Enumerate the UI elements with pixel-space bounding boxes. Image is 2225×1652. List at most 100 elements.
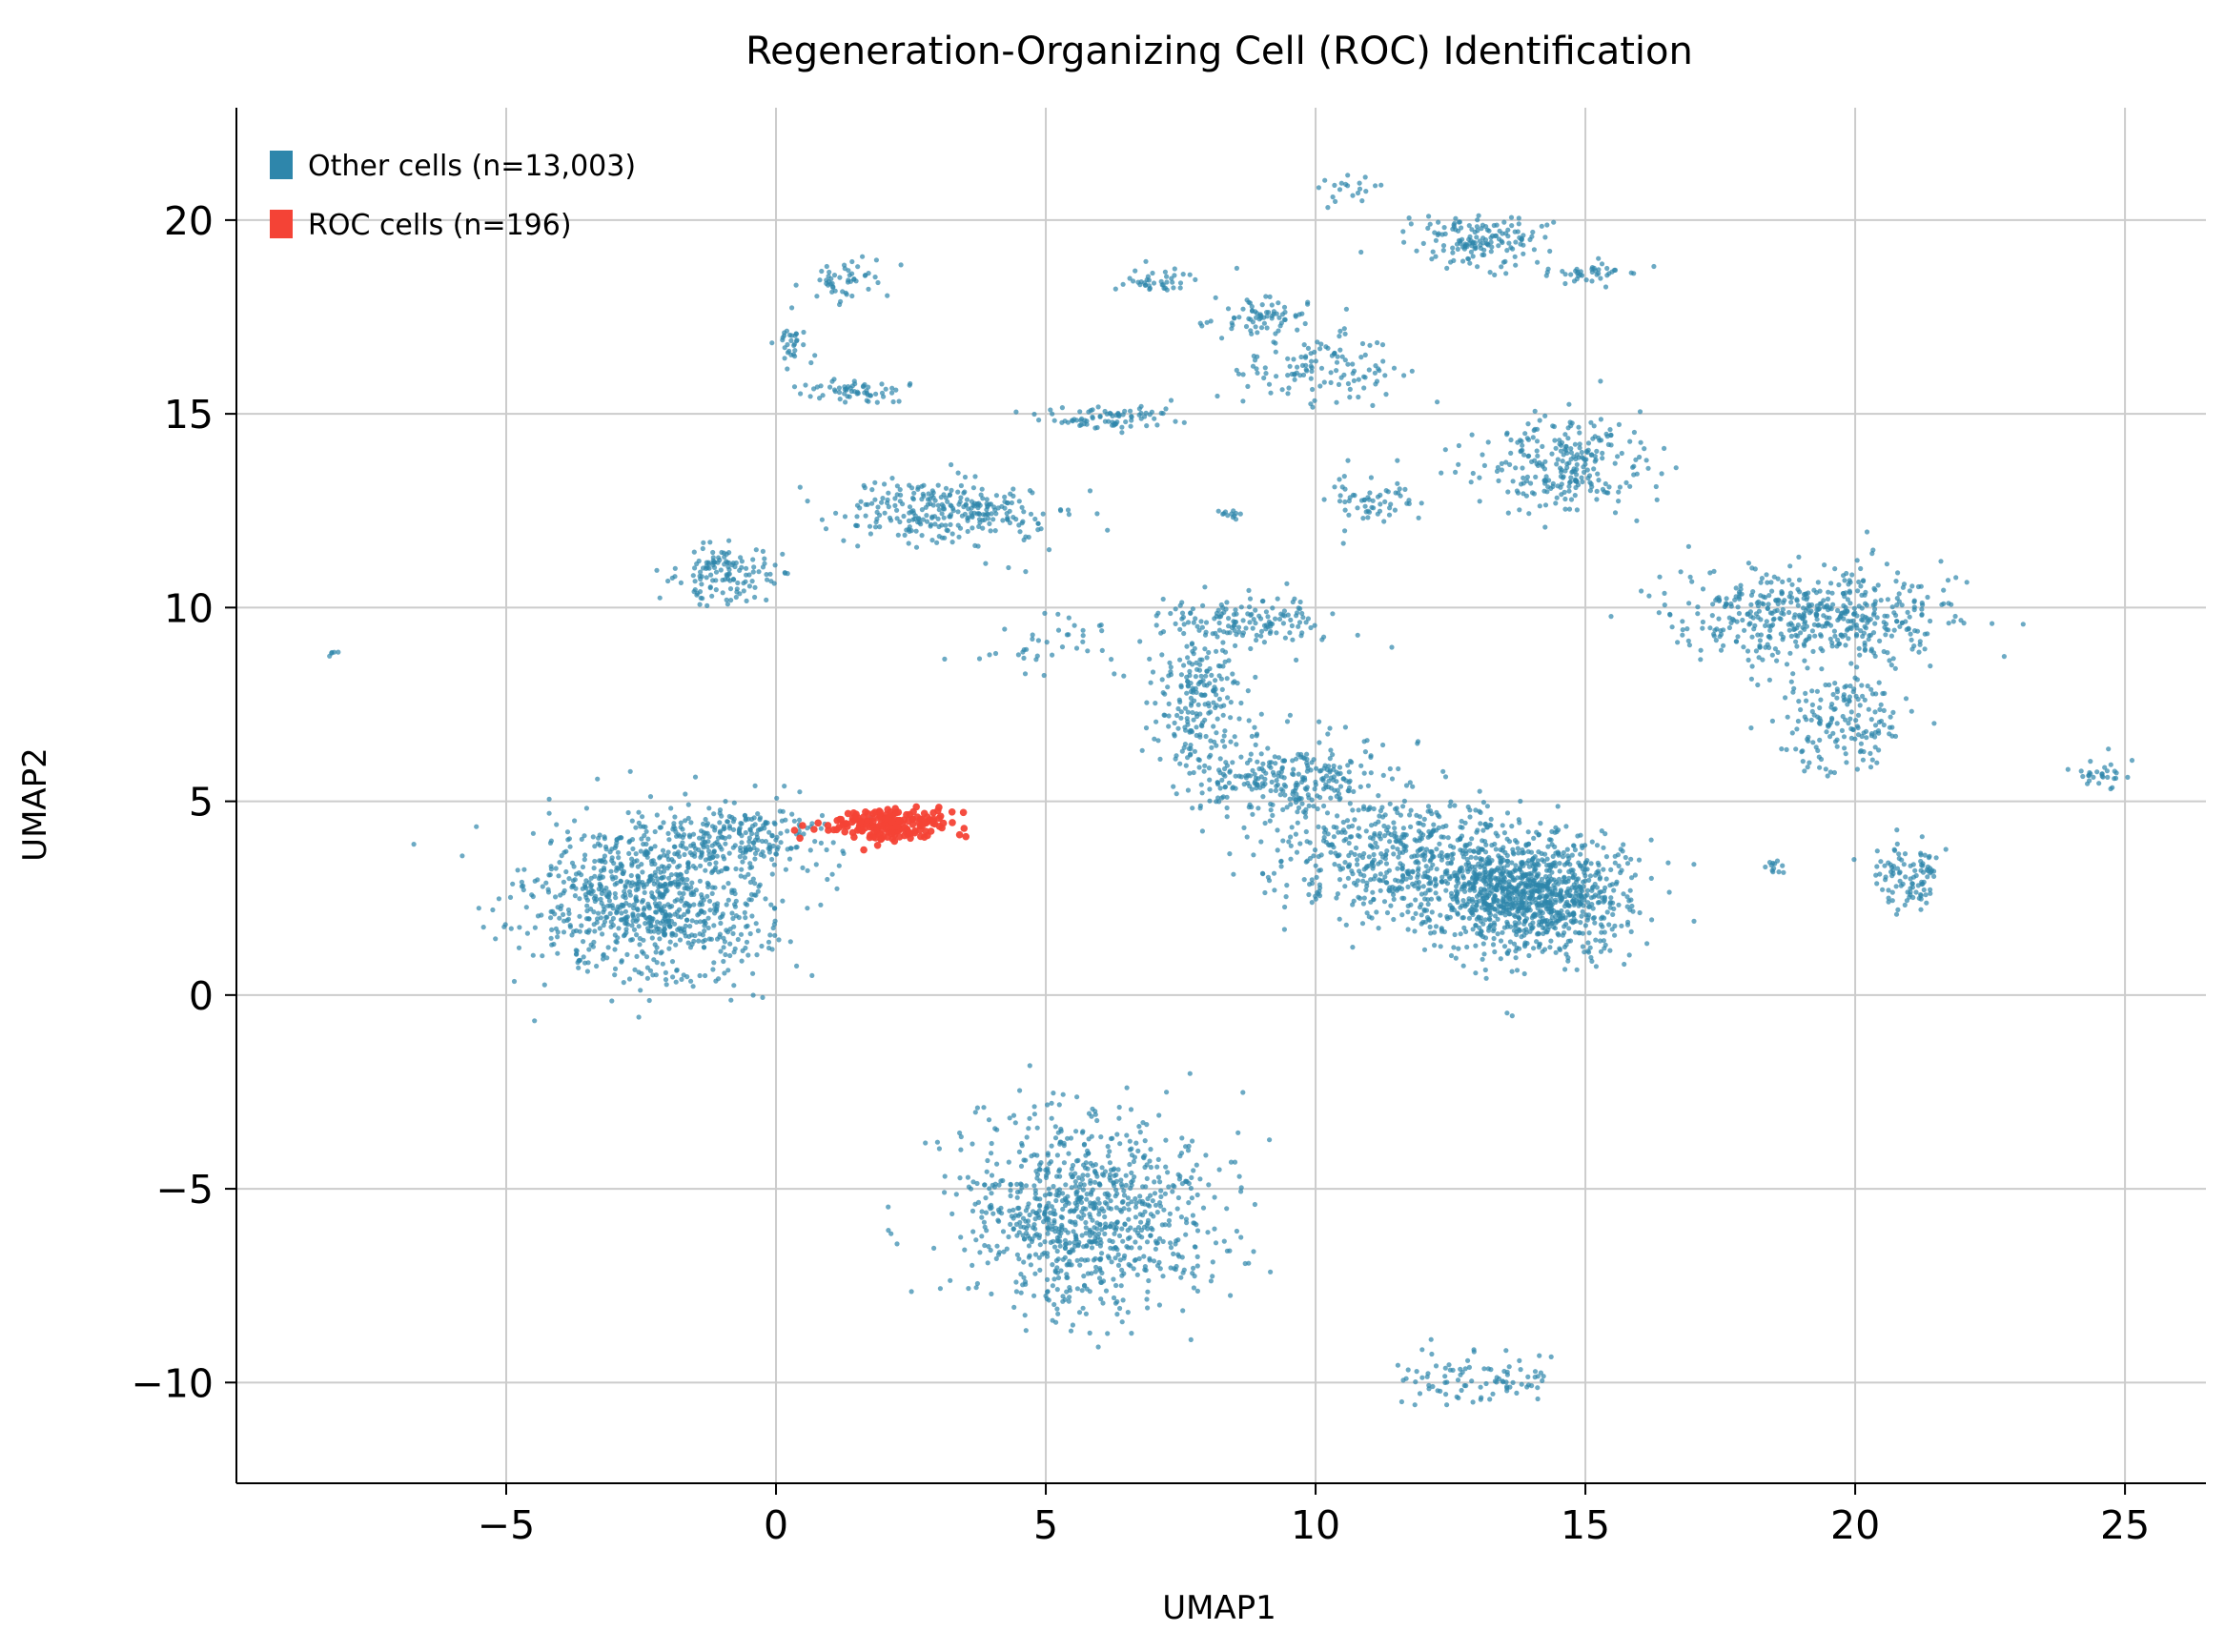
data-point xyxy=(1888,663,1894,668)
data-point xyxy=(1268,1269,1274,1275)
data-point xyxy=(1823,766,1828,772)
data-point xyxy=(1042,1239,1048,1245)
data-point xyxy=(1192,1274,1197,1279)
data-point xyxy=(631,859,638,865)
data-point xyxy=(1305,763,1311,768)
data-point xyxy=(666,837,672,843)
data-point xyxy=(666,875,672,881)
data-point xyxy=(1163,1164,1169,1170)
data-point xyxy=(1546,862,1552,867)
data-point xyxy=(1336,829,1341,835)
data-point xyxy=(769,833,775,839)
data-point xyxy=(627,768,633,774)
data-point xyxy=(1405,927,1411,932)
data-point xyxy=(1235,681,1240,686)
data-point xyxy=(1117,1141,1123,1147)
data-point xyxy=(1421,857,1427,863)
data-point xyxy=(1188,745,1194,752)
data-point xyxy=(989,1173,995,1178)
data-point xyxy=(1525,848,1531,855)
data-point xyxy=(523,905,529,910)
data-point xyxy=(1728,601,1734,607)
data-point xyxy=(1536,895,1541,901)
data-point xyxy=(697,919,704,925)
data-point xyxy=(1197,657,1203,663)
data-point xyxy=(673,871,679,877)
data-point xyxy=(1013,1279,1019,1285)
data-point xyxy=(757,815,764,821)
data-point xyxy=(615,849,622,855)
data-point xyxy=(1295,809,1300,815)
data-point xyxy=(1636,857,1643,863)
data-point xyxy=(1098,1134,1104,1140)
data-point xyxy=(1124,1132,1130,1138)
data-point xyxy=(770,925,776,931)
data-point xyxy=(1112,1166,1117,1172)
data-point xyxy=(1056,1102,1062,1108)
data-point xyxy=(752,881,758,887)
data-point xyxy=(743,829,748,836)
data-point xyxy=(1765,605,1770,612)
data-point xyxy=(1218,676,1224,682)
data-point xyxy=(1019,1185,1025,1191)
data-point xyxy=(1795,602,1801,608)
data-point xyxy=(1517,946,1522,951)
data-point xyxy=(990,1182,995,1188)
data-point xyxy=(1069,1166,1074,1172)
data-point xyxy=(981,1105,987,1111)
data-point xyxy=(717,934,723,940)
data-point xyxy=(1153,701,1158,706)
data-point xyxy=(1168,672,1174,678)
data-point xyxy=(1864,616,1870,622)
data-point xyxy=(1105,1153,1112,1159)
data-point xyxy=(1159,677,1165,683)
data-point xyxy=(1157,1179,1163,1185)
data-point xyxy=(1340,827,1346,833)
data-point xyxy=(1267,1137,1273,1143)
data-point xyxy=(1621,842,1626,847)
data-point xyxy=(1826,589,1831,595)
data-point xyxy=(607,910,613,917)
data-point xyxy=(1531,912,1537,918)
data-point xyxy=(1202,632,1209,638)
data-point xyxy=(1789,581,1795,587)
data-point xyxy=(691,891,697,898)
data-point xyxy=(739,840,745,846)
data-point xyxy=(1615,852,1621,858)
data-point xyxy=(1415,853,1420,859)
data-point xyxy=(1540,910,1545,916)
data-point xyxy=(1019,1140,1025,1147)
data-point xyxy=(1480,827,1486,833)
data-point xyxy=(1217,756,1223,762)
data-point xyxy=(1198,673,1204,679)
data-point xyxy=(1353,845,1359,851)
data-point xyxy=(1553,949,1559,955)
data-point xyxy=(680,840,685,846)
data-point xyxy=(670,974,676,980)
data-point xyxy=(974,1105,980,1111)
data-point xyxy=(1735,604,1741,610)
data-point xyxy=(1913,889,1919,895)
data-point xyxy=(701,945,707,950)
data-point xyxy=(609,998,615,1004)
data-point xyxy=(1119,1319,1125,1325)
data-point xyxy=(1754,600,1760,606)
data-point xyxy=(1553,863,1559,869)
data-point xyxy=(1141,1254,1147,1259)
data-point xyxy=(1137,1212,1143,1217)
data-point xyxy=(1119,1199,1125,1205)
data-point xyxy=(702,918,707,924)
data-point xyxy=(1678,569,1684,575)
data-point xyxy=(687,834,693,840)
data-point xyxy=(572,893,579,899)
data-point xyxy=(664,853,670,859)
data-point xyxy=(682,911,687,918)
data-point xyxy=(1051,1301,1057,1308)
data-point xyxy=(743,816,749,822)
data-point xyxy=(706,848,712,854)
data-point xyxy=(714,853,720,859)
data-point xyxy=(654,960,660,966)
data-point xyxy=(1331,824,1337,830)
data-point xyxy=(1157,1203,1164,1209)
data-point xyxy=(682,886,687,891)
